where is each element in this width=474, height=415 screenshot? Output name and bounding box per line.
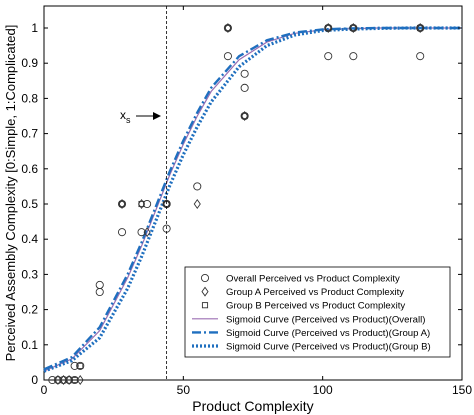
- axis-ticks: 0 50 100 150 0 0.1 0.2 0.3 0.4 0.5 0.6 0.7 0.8 0.9 1: [21, 6, 472, 397]
- circle-point: [324, 52, 333, 61]
- xs-arrow-head: [153, 112, 161, 120]
- y-tick-label: 0.7: [21, 127, 38, 141]
- legend-entry-label: Group A Perceived vs Product Complexity: [226, 287, 404, 298]
- y-tick-label: 1: [31, 21, 38, 35]
- diamond-point: [324, 23, 332, 33]
- circle-point: [137, 228, 146, 237]
- diamond-point: [349, 23, 357, 33]
- diamond-point: [224, 23, 232, 33]
- curve-dotted: [43, 26, 462, 373]
- y-tick-label: 0.6: [21, 162, 38, 176]
- circle-point: [223, 52, 232, 61]
- circle-point: [349, 52, 358, 61]
- markers-layer: [48, 23, 425, 385]
- legend-entry-label: Group B Perceived vs Product Complexity: [226, 301, 405, 312]
- circle-point: [48, 375, 57, 385]
- diamond-point: [76, 375, 84, 385]
- diamond-point: [118, 199, 126, 209]
- legend-entry-label: Sigmoid Curve (Perceived vs Product)(Gro…: [226, 328, 430, 339]
- y-tick-label: 0: [31, 373, 38, 387]
- x-tick-label: 0: [41, 383, 48, 397]
- square-point: [138, 200, 145, 208]
- square-point: [417, 24, 424, 32]
- circle-point: [240, 83, 249, 92]
- circle-point: [416, 52, 425, 61]
- square-point: [224, 24, 231, 32]
- legend-entry-label: Overall Perceived vs Product Complexity: [226, 274, 400, 285]
- x-tick-label: 100: [313, 383, 333, 397]
- x-tick-label: 150: [452, 383, 472, 397]
- diamond-point: [54, 375, 62, 385]
- y-tick-label: 0.5: [21, 197, 38, 211]
- legend-diamond-symbol: [201, 286, 209, 297]
- y-tick-label: 0.3: [21, 267, 38, 281]
- diamond-point: [416, 23, 424, 33]
- circle-point: [70, 375, 79, 385]
- circle-point: [193, 182, 202, 191]
- circle-point: [76, 361, 85, 370]
- legend-square-symbol: [201, 302, 209, 309]
- legend-entry-label: Sigmoid Curve (Perceived vs Product)(Gro…: [226, 342, 431, 353]
- square-point: [325, 24, 332, 32]
- diamond-point: [59, 375, 68, 385]
- y-tick-label: 0.1: [21, 338, 38, 352]
- diamond-point: [137, 199, 146, 209]
- y-axis-label: Perceived Assembly Complexity [0:Simple,…: [3, 25, 18, 362]
- x-tick-label: 50: [177, 383, 191, 397]
- curves-layer: [43, 26, 462, 373]
- square-point: [77, 362, 84, 369]
- square-point: [350, 24, 357, 32]
- y-tick-label: 0.8: [21, 91, 38, 105]
- diamond-point: [193, 199, 201, 209]
- legend-circle-symbol: [200, 273, 210, 283]
- circle-point: [70, 361, 79, 370]
- circle-point: [117, 228, 127, 237]
- square-point: [118, 200, 126, 208]
- square-point: [241, 112, 248, 120]
- circle-point: [95, 280, 104, 290]
- legend-box: [184, 266, 451, 358]
- diamond-point: [143, 227, 151, 238]
- legend: Overall Perceived vs Product Complexity G…: [184, 266, 451, 358]
- annotation: xs: [120, 108, 161, 125]
- y-tick-label: 0.9: [21, 56, 38, 70]
- circle-point: [143, 199, 152, 209]
- xs-label: xs: [120, 108, 131, 125]
- diamond-point: [241, 111, 249, 121]
- square-point: [71, 376, 78, 384]
- diamond-point: [65, 375, 73, 385]
- y-tick-label: 0.2: [21, 303, 38, 317]
- circle-point: [240, 69, 249, 78]
- x-axis-label: Product Complexity: [192, 398, 313, 414]
- legend-entry-label: Sigmoid Curve (Perceived vs Product)(Ove…: [226, 314, 425, 325]
- y-tick-label: 0.4: [21, 232, 38, 246]
